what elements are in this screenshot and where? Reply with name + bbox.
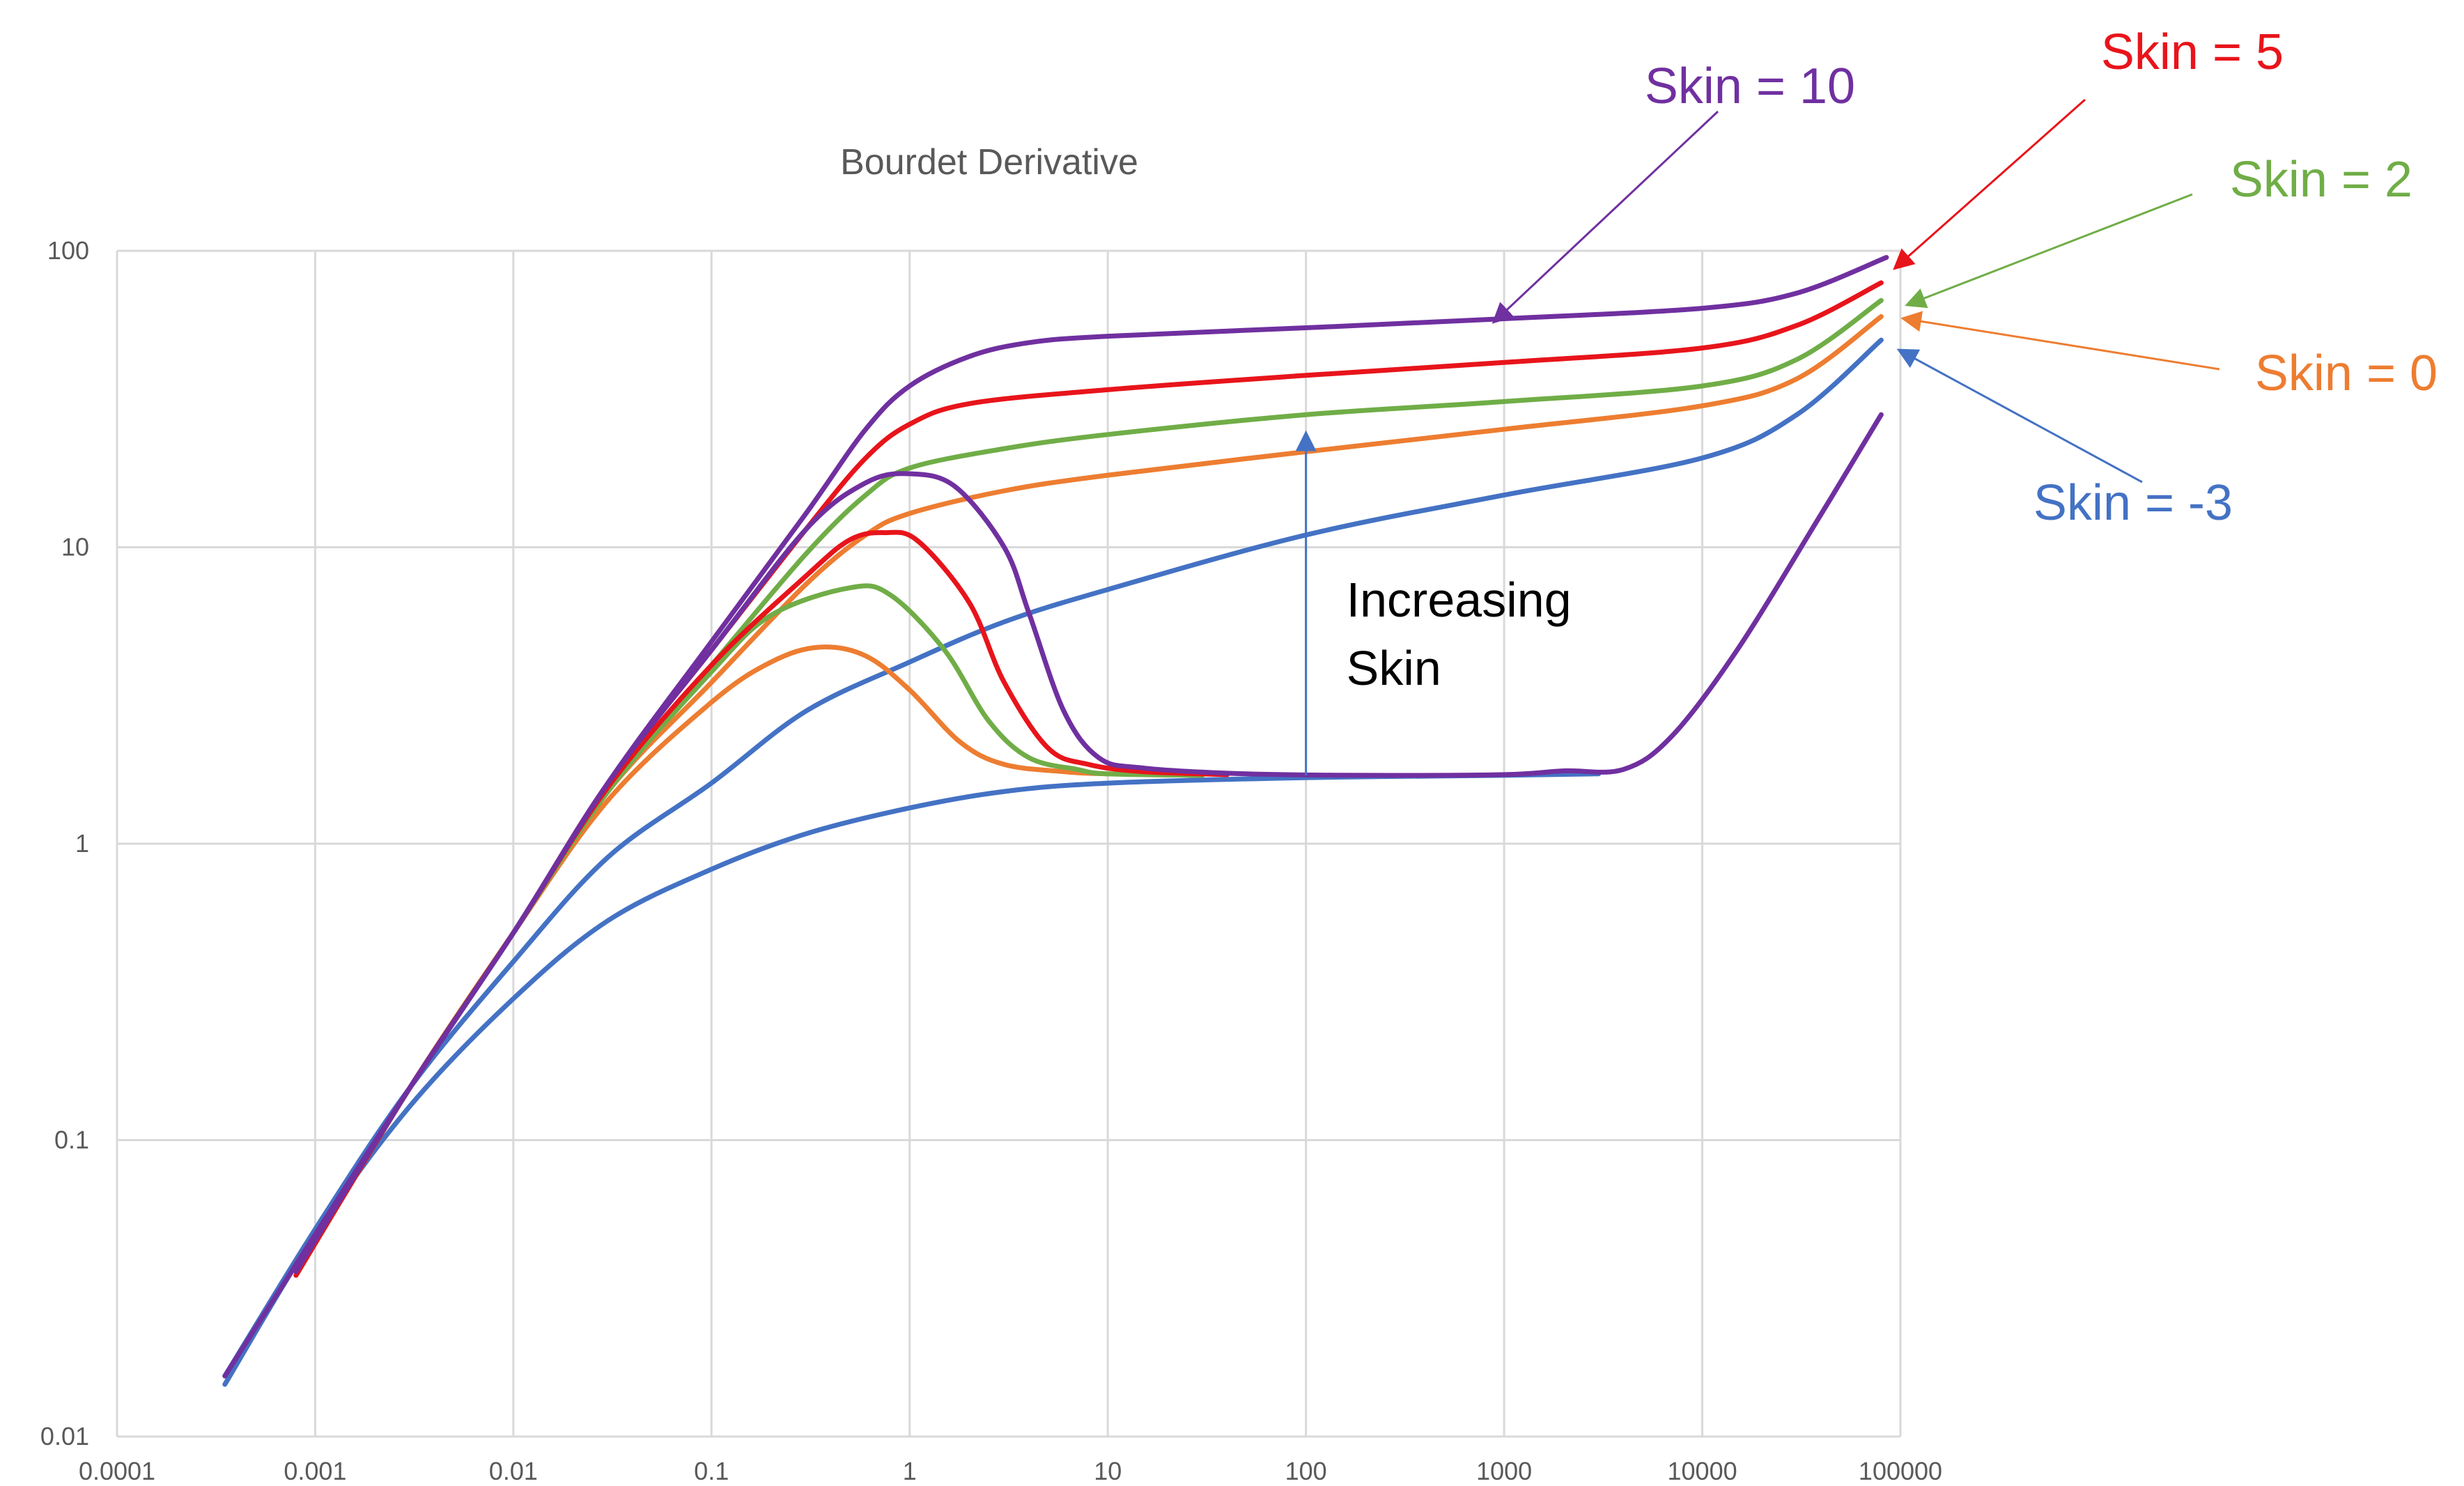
annotation-label: Skin = -3 (2033, 475, 2233, 531)
increasing-skin-label: Skin (1347, 641, 1441, 695)
series-skin-2-hump (293, 583, 1205, 1278)
annotation-arrow (1491, 110, 1719, 324)
x-tick-label: 100000 (1859, 1457, 1942, 1485)
series-skin-5-upper (293, 280, 1884, 1274)
annotation-arrow (1896, 348, 2143, 483)
grid-lines (116, 249, 1902, 1438)
x-tick-label: 0.001 (284, 1457, 346, 1485)
series-skin-10-upper (222, 255, 1889, 1379)
increasing-skin-label: Increasing (1347, 573, 1572, 627)
annotation-arrow (1893, 98, 2086, 270)
series-skin-0-upper (293, 314, 1884, 1278)
x-tick-label: 1 (903, 1457, 917, 1485)
annotation-label: Skin = 2 (2230, 152, 2412, 208)
series-skin-2-upper (293, 297, 1884, 1278)
y-tick-label: 0.1 (54, 1126, 89, 1154)
annotation-arrow (1905, 193, 2193, 309)
series-skin-0-hump (293, 644, 1205, 1278)
x-tick-label: 0.1 (694, 1457, 729, 1485)
series-skin-3-derivative (222, 337, 1884, 1379)
x-tick-label: 1000 (1476, 1457, 1532, 1485)
axis-tick-labels: 0.0001 0.001 0.01 0.1 1 10 100 1000 10000 100000 0… (40, 236, 1942, 1485)
annotation-label: Skin = 10 (1645, 59, 1855, 114)
x-tick-label: 10 (1094, 1457, 1122, 1485)
x-tick-label: 10000 (1668, 1457, 1737, 1485)
y-tick-label: 0.01 (40, 1422, 89, 1450)
chart-title: Bourdet Derivative (840, 142, 1138, 183)
annotation-arrow (1900, 311, 2220, 371)
y-tick-label: 100 (47, 236, 89, 265)
x-tick-label: 100 (1285, 1457, 1327, 1485)
series-skin-5-hump (293, 529, 1230, 1278)
x-tick-label: 0.01 (489, 1457, 538, 1485)
x-tick-label: 0.0001 (79, 1457, 155, 1485)
series-lines (222, 255, 1889, 1387)
y-tick-label: 10 (61, 533, 89, 562)
annotations: Skin = 10 Skin = 5 Skin = 2 Skin = 0 Skin = … (1295, 24, 2438, 775)
annotation-label: Skin = 0 (2255, 346, 2438, 401)
series-skin-3-pressure (222, 771, 1602, 1387)
annotation-label: Skin = 5 (2101, 24, 2284, 80)
y-tick-label: 1 (75, 829, 89, 858)
